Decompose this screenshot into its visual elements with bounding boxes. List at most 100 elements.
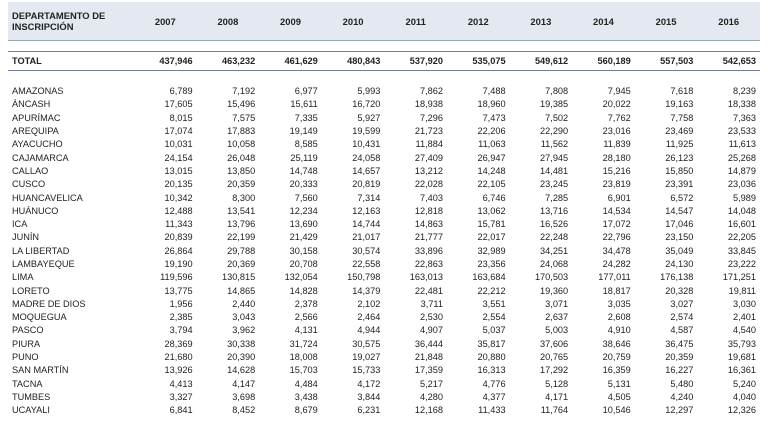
value-cell: 13,062 bbox=[477, 205, 506, 216]
value-cell: 22,290 bbox=[540, 126, 569, 137]
total-value: 549,612 bbox=[509, 51, 573, 71]
value-cell: 14,879 bbox=[727, 165, 756, 176]
value-cell: 19,360 bbox=[540, 285, 569, 296]
department-name: AREQUIPA bbox=[12, 126, 59, 137]
department-name: CAJAMARCA bbox=[12, 152, 69, 163]
year-header: 2013 bbox=[509, 2, 573, 41]
value-cell: 12,297 bbox=[665, 405, 694, 416]
department-name: SAN MARTÍN bbox=[12, 365, 69, 376]
value-cell: 8,239 bbox=[733, 86, 756, 97]
value-cell: 4,776 bbox=[482, 378, 506, 389]
value-cell: 21,848 bbox=[414, 352, 443, 363]
department-name: AMAZONAS bbox=[12, 86, 64, 97]
department-name: LORETO bbox=[12, 285, 50, 296]
year-header: 2011 bbox=[384, 2, 447, 41]
value-cell: 16,526 bbox=[540, 219, 569, 230]
value-cell: 36,444 bbox=[414, 338, 443, 349]
value-cell: 7,808 bbox=[545, 86, 569, 97]
department-name: PUNO bbox=[12, 352, 39, 363]
department-row: LA LIBERTAD 26,864 29,788 30,158 30,574 33,89… bbox=[8, 245, 760, 258]
department-name: TUMBES bbox=[12, 391, 51, 402]
value-cell: 10,342 bbox=[164, 192, 193, 203]
value-cell: 7,488 bbox=[482, 86, 506, 97]
department-name: LIMA bbox=[12, 272, 34, 283]
total-value: 480,843 bbox=[321, 51, 385, 71]
value-cell: 14,547 bbox=[665, 205, 694, 216]
value-cell: 7,403 bbox=[419, 192, 443, 203]
value-cell: 19,681 bbox=[727, 352, 756, 363]
value-cell: 19,149 bbox=[289, 126, 318, 137]
department-row: LORETO 13,775 14,865 14,828 14,379 22,481 22,2… bbox=[8, 284, 760, 297]
value-cell: 24,154 bbox=[164, 152, 193, 163]
value-cell: 13,926 bbox=[164, 365, 193, 376]
value-cell: 32,989 bbox=[477, 245, 506, 256]
value-cell: 14,379 bbox=[352, 285, 381, 296]
value-cell: 2,574 bbox=[670, 312, 694, 323]
value-cell: 26,947 bbox=[477, 152, 506, 163]
value-cell: 11,764 bbox=[540, 405, 569, 416]
value-cell: 170,503 bbox=[534, 272, 569, 283]
value-cell: 7,862 bbox=[419, 86, 443, 97]
value-cell: 24,282 bbox=[602, 259, 631, 269]
value-cell: 30,158 bbox=[289, 245, 318, 256]
value-cell: 3,027 bbox=[670, 298, 694, 309]
department-name: CALLAO bbox=[12, 165, 49, 176]
value-cell: 11,839 bbox=[603, 139, 631, 150]
value-cell: 5,989 bbox=[733, 192, 756, 203]
value-cell: 30,574 bbox=[352, 245, 381, 256]
value-cell: 14,828 bbox=[289, 285, 318, 296]
value-cell: 7,502 bbox=[545, 112, 569, 123]
department-name: TACNA bbox=[12, 378, 43, 389]
value-cell: 18,960 bbox=[477, 99, 506, 110]
value-cell: 22,248 bbox=[540, 232, 569, 243]
value-cell: 8,300 bbox=[232, 192, 256, 203]
department-name: HUÁNUCO bbox=[12, 205, 59, 216]
value-cell: 4,171 bbox=[545, 391, 569, 402]
value-cell: 5,927 bbox=[357, 112, 381, 123]
value-cell: 14,748 bbox=[289, 165, 318, 176]
value-cell: 22,558 bbox=[352, 259, 381, 269]
value-cell: 5,480 bbox=[670, 378, 694, 389]
value-cell: 30,575 bbox=[352, 338, 381, 349]
value-cell: 17,605 bbox=[164, 99, 193, 110]
value-cell: 23,391 bbox=[665, 179, 694, 190]
value-cell: 14,628 bbox=[227, 365, 256, 376]
value-cell: 14,865 bbox=[227, 285, 256, 296]
value-cell: 12,163 bbox=[352, 205, 381, 216]
department-row: ICA 11,343 13,796 13,690 14,744 14,863 15,781 1… bbox=[8, 218, 760, 231]
value-cell: 2,102 bbox=[357, 298, 381, 309]
value-cell: 16,720 bbox=[352, 99, 381, 110]
value-cell: 7,314 bbox=[357, 192, 381, 203]
value-cell: 14,248 bbox=[477, 165, 506, 176]
value-cell: 18,938 bbox=[414, 99, 443, 110]
value-cell: 33,845 bbox=[727, 245, 756, 256]
value-cell: 21,429 bbox=[289, 232, 318, 243]
value-cell: 5,217 bbox=[419, 378, 443, 389]
value-cell: 6,841 bbox=[169, 405, 193, 416]
name-header: DEPARTAMENTO DE INSCRIPCIÓN bbox=[8, 2, 134, 41]
value-cell: 4,484 bbox=[294, 378, 318, 389]
value-cell: 2,464 bbox=[357, 312, 381, 323]
value-cell: 13,212 bbox=[414, 165, 443, 176]
department-row: CAJAMARCA 24,154 26,048 25,119 24,058 27,409 2… bbox=[8, 151, 760, 164]
department-row: UCAYALI 6,841 8,452 8,679 6,231 12,168 11,433 1… bbox=[8, 404, 760, 417]
value-cell: 23,245 bbox=[540, 179, 569, 190]
value-cell: 5,128 bbox=[545, 378, 569, 389]
value-cell: 177,011 bbox=[598, 272, 631, 283]
department-row: HUÁNUCO 12,488 13,541 12,234 12,163 12,818 13,… bbox=[8, 205, 760, 218]
value-cell: 13,775 bbox=[164, 285, 193, 296]
value-cell: 20,880 bbox=[477, 352, 506, 363]
value-cell: 8,585 bbox=[294, 139, 318, 150]
value-cell: 22,105 bbox=[477, 179, 506, 190]
value-cell: 11,613 bbox=[728, 139, 756, 150]
value-cell: 13,015 bbox=[164, 165, 193, 176]
value-cell: 11,063 bbox=[478, 139, 506, 150]
value-cell: 12,488 bbox=[164, 205, 193, 216]
value-cell: 3,071 bbox=[545, 298, 569, 309]
value-cell: 19,163 bbox=[665, 99, 694, 110]
year-header: 2007 bbox=[134, 2, 197, 41]
value-cell: 20,839 bbox=[164, 232, 193, 243]
value-cell: 13,690 bbox=[289, 219, 318, 230]
department-name: LAMBAYEQUE bbox=[12, 259, 75, 269]
value-cell: 12,168 bbox=[414, 405, 443, 416]
